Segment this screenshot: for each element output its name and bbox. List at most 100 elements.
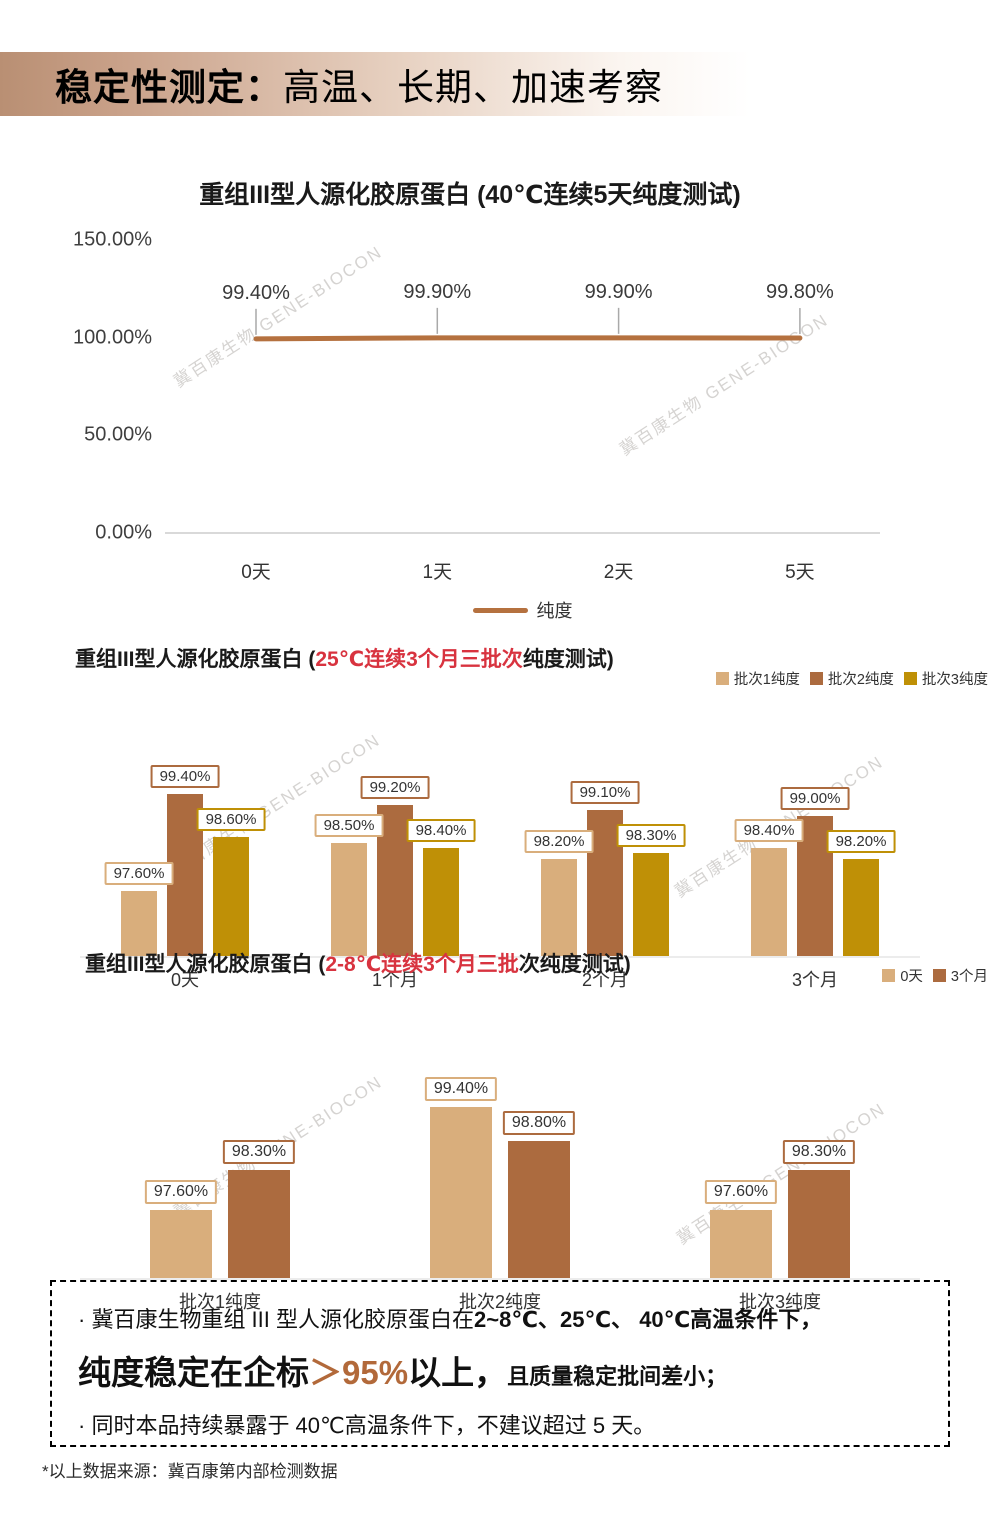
title-suffix: 次纯度测试) <box>518 953 631 976</box>
bar-value-label: 98.80% <box>502 1111 576 1136</box>
y-axis-tick-label: 150.00% <box>73 228 152 251</box>
x-axis-label: 5天 <box>785 562 815 583</box>
bar-wrap: 98.20% <box>524 693 594 956</box>
line-chart-legend: 纯度 <box>165 597 880 623</box>
bar-value-label: 97.60% <box>144 1179 218 1204</box>
line-chart-plot: 99.40% 0天 99.90% 1天 99.90% 2天 99.80% 5天 <box>165 240 880 583</box>
legend-label: 批次1纯度 <box>733 672 800 688</box>
bar-chart-plot: 97.60% 98.30% 批次1纯度 99.40% 98.80% 批次2纯度 97.60%… <box>80 998 920 1314</box>
legend-item: 0天 <box>882 965 923 986</box>
legend-label: 批次2纯度 <box>827 672 894 688</box>
bar <box>843 858 879 956</box>
bar-value-label: 98.30% <box>616 824 686 848</box>
bar-wrap: 97.60% <box>704 998 778 1278</box>
x-axis-label: 2天 <box>603 562 634 583</box>
bar-wrap: 98.60% <box>196 693 266 956</box>
bar-wrap: 98.40% <box>734 693 804 956</box>
bar-wrap: 98.20% <box>826 693 896 956</box>
bar-row: 98.50% 99.20% 98.40% <box>314 693 476 956</box>
line-series <box>253 307 803 342</box>
bar-value-label: 98.30% <box>782 1139 856 1164</box>
legend-line-swatch <box>472 607 528 613</box>
y-axis-tick-label: 100.00% <box>73 326 152 349</box>
title-prefix: 重组III型人源化胶原蛋白 ( <box>85 953 326 976</box>
summary-line-2: 纯度稳定在企标＞95%以上，且质量稳定批间差小； <box>78 1346 922 1394</box>
data-point-label: 99.40% <box>222 281 290 304</box>
title-highlight: 2-8℃连续3个月三批 <box>325 953 519 976</box>
category-label: 批次1纯度 <box>178 1292 261 1312</box>
legend-swatch <box>809 672 823 685</box>
line-chart-x-axis <box>165 532 880 534</box>
summary-line1-prefix: · 冀百康生物重组 III 型人源化胶原蛋白在 <box>78 1307 475 1332</box>
y-axis-tick-label: 0.00% <box>95 521 152 544</box>
y-axis-tick-label: 50.00% <box>84 423 152 446</box>
category-label: 3个月 <box>791 970 838 990</box>
bar-value-label: 98.40% <box>734 819 804 842</box>
bar-row: 97.60% 98.30% <box>144 998 296 1278</box>
bar-chart-legend: 批次1纯度 批次2纯度 批次3纯度 <box>715 668 988 689</box>
bar-chart-legend: 0天 3个月 <box>882 965 988 986</box>
category-label: 批次2纯度 <box>458 1292 541 1312</box>
bar-group: 97.60% 98.30% 批次1纯度 <box>80 998 360 1314</box>
bar-wrap: 97.60% <box>144 998 218 1278</box>
data-point-label: 99.90% <box>403 280 472 303</box>
x-axis-label: 0天 <box>241 562 271 583</box>
bar-wrap: 97.60% <box>104 693 174 956</box>
bar-chart-2-8c: 重组III型人源化胶原蛋白 (2-8℃连续3个月三批次纯度测试) 0天 3个月 9… <box>0 940 1000 1312</box>
bar-group: 98.40% 99.00% 98.20% 3个月 <box>710 693 920 992</box>
legend-item: 3个月 <box>932 965 988 986</box>
bar <box>228 1169 290 1278</box>
summary-line2-big: 纯度稳定在企标 <box>78 1354 309 1391</box>
page-title-bold: 稳定性测定： <box>55 67 283 108</box>
bar-value-label: 98.50% <box>314 813 384 837</box>
bar-chart-plot: 97.60% 99.40% 98.60% 0天 98.50% 99.20% 98.40% 1个… <box>80 693 920 992</box>
bar-wrap: 98.40% <box>406 693 476 956</box>
legend-label: 3个月 <box>950 969 988 985</box>
category-label: 1个月 <box>371 970 418 990</box>
bar-wrap: 99.10% <box>570 693 640 956</box>
footnote: *以上数据来源：冀百康第内部检测数据 <box>42 1462 338 1481</box>
title-highlight: 25℃连续3个月三批次 <box>315 648 523 671</box>
legend-item: 批次1纯度 <box>715 668 800 689</box>
summary-line-1: · 冀百康生物重组 III 型人源化胶原蛋白在2~8℃、25℃、 40℃高温条件… <box>78 1302 922 1334</box>
bar-wrap: 98.30% <box>782 998 856 1278</box>
category-label: 2个月 <box>581 970 628 990</box>
bar-group: 98.20% 99.10% 98.30% 2个月 <box>500 693 710 992</box>
bar-value-label: 99.10% <box>570 781 640 805</box>
bar <box>213 837 249 956</box>
bar <box>541 858 577 956</box>
bar <box>150 1209 212 1278</box>
bar-row: 97.60% 99.40% 98.60% <box>104 693 266 956</box>
bar-value-label: 98.30% <box>222 1139 296 1164</box>
line-chart-title: 重组III型人源化胶原蛋白 (40℃连续5天纯度测试) <box>199 181 741 209</box>
bar <box>751 848 787 956</box>
summary-line2-highlight: ＞95% <box>309 1354 409 1391</box>
bar-chart-25c: 重组III型人源化胶原蛋白 (25℃连续3个月三批次纯度测试) 批次1纯度 批次2… <box>0 635 1000 990</box>
baseline <box>80 956 920 958</box>
legend-item: 批次2纯度 <box>809 668 894 689</box>
legend-item: 批次3纯度 <box>903 668 988 689</box>
bar-group: 97.60% 99.40% 98.60% 0天 <box>80 693 290 992</box>
line-chart-y-axis: 150.00% 100.00% 50.00% 0.00% <box>0 229 152 544</box>
bar-value-label: 99.40% <box>424 1077 498 1101</box>
bar-chart-title: 重组III型人源化胶原蛋白 (25℃连续3个月三批次纯度测试) <box>75 643 614 673</box>
bar-group: 99.40% 98.80% 批次2纯度 <box>360 998 640 1314</box>
bar <box>423 848 459 956</box>
bar <box>121 891 157 956</box>
page-title: 稳定性测定： 高温、长期、加速考察 <box>0 52 1000 116</box>
title-prefix: 重组III型人源化胶原蛋白 ( <box>75 648 316 671</box>
bar-chart-title: 重组III型人源化胶原蛋白 (2-8℃连续3个月三批次纯度测试) <box>85 948 631 978</box>
baseline <box>80 1278 920 1280</box>
bar-value-label: 97.60% <box>104 862 174 886</box>
bar-value-label: 98.60% <box>196 808 266 832</box>
summary-line-3: · 同时本品持续暴露于 40℃高温条件下，不建议超过 5 天。 <box>78 1413 656 1438</box>
bar-value-label: 99.40% <box>150 765 220 788</box>
line-chart-40c: 重组III型人源化胶原蛋白 (40℃连续5天纯度测试) 150.00% 100.0… <box>0 160 1000 635</box>
bar-value-label: 98.40% <box>406 819 476 842</box>
legend-label: 0天 <box>900 969 923 985</box>
bar-value-label: 98.20% <box>524 829 594 853</box>
bar <box>633 853 669 956</box>
legend-swatch <box>715 672 729 685</box>
bar-value-label: 97.60% <box>704 1179 778 1204</box>
bar-group: 97.60% 98.30% 批次3纯度 <box>640 998 920 1314</box>
